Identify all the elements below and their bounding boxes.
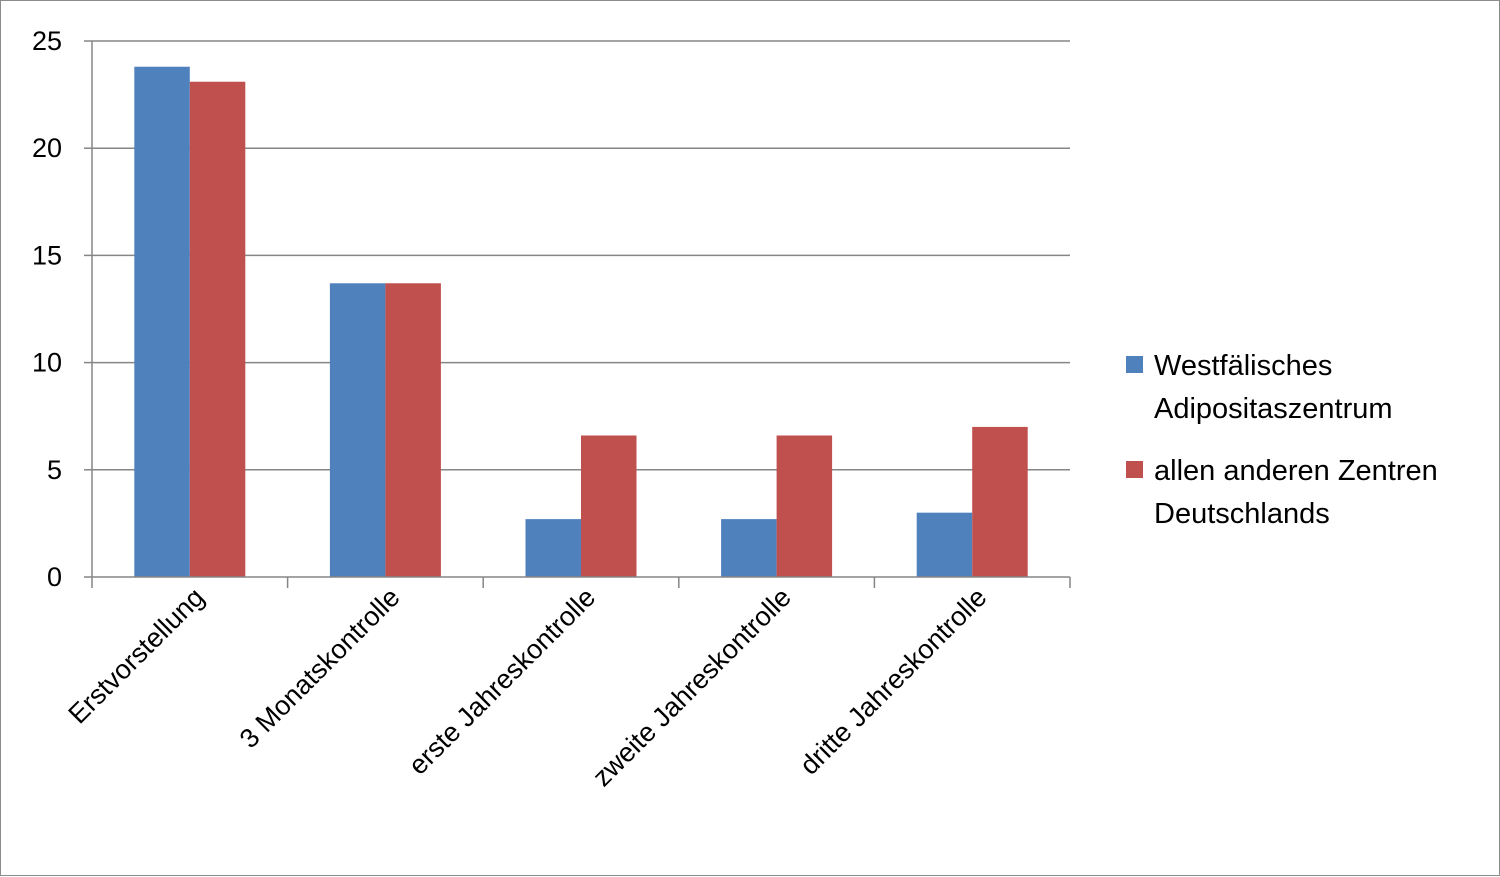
x-category-label: dritte Jahreskontrolle [794, 582, 992, 780]
legend-label: allen anderen Zentren [1154, 455, 1438, 487]
gridlines [92, 40, 1070, 471]
axes [84, 40, 1071, 588]
bar [385, 283, 441, 577]
legend-label: Deutschlands [1154, 498, 1330, 530]
bar [916, 512, 973, 577]
bar [721, 519, 777, 577]
bar [525, 519, 581, 577]
y-tick-label: 20 [32, 133, 62, 163]
x-category-label: Erstvorstellung [63, 582, 210, 729]
legend-swatch [1126, 461, 1143, 478]
y-tick-label: 5 [47, 455, 62, 485]
bar [134, 66, 190, 577]
bar [972, 426, 1028, 577]
y-tick-labels: 0 5 10 15 20 25 [32, 26, 62, 592]
legend-swatch [1126, 356, 1143, 373]
x-category-label: 3 Monatskontrolle [234, 582, 406, 754]
x-category-label: erste Jahreskontrolle [403, 582, 601, 780]
bar [329, 283, 386, 577]
y-tick-label: 0 [47, 562, 62, 592]
legend: Westfälisches Adipositaszentrum allen ande… [1126, 350, 1438, 530]
y-tick-label: 15 [32, 240, 62, 270]
y-tick-label: 10 [32, 348, 62, 378]
bar [776, 435, 833, 577]
legend-label: Westfälisches [1154, 350, 1332, 382]
bar [189, 81, 246, 578]
bars [134, 66, 1028, 578]
y-tick-label: 25 [32, 26, 62, 56]
legend-label: Adipositaszentrum [1154, 393, 1393, 425]
bar [581, 435, 637, 577]
x-category-label: zweite Jahreskontrolle [587, 582, 797, 792]
